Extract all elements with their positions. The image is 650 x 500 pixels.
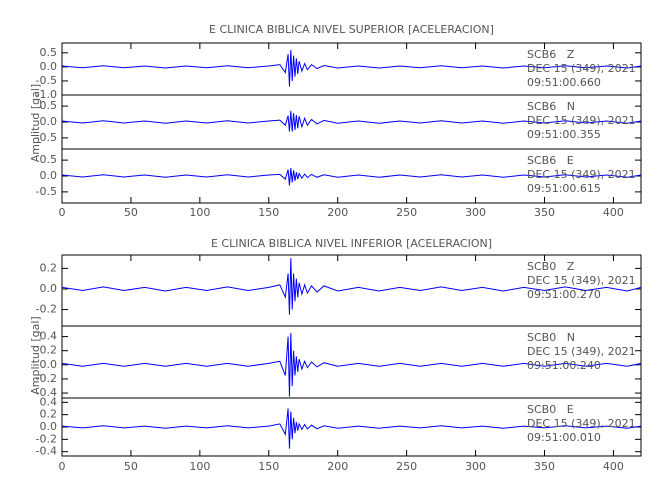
x-tick-label: 50: [124, 206, 138, 219]
record-date: DEC 15 (349), 2021: [527, 62, 636, 75]
y-tick-label: 0.5: [40, 153, 58, 166]
y-tick-label: 0.0: [40, 420, 58, 433]
x-tick-label: 100: [189, 460, 210, 473]
y-axis-label: Amplitud [gal]: [29, 84, 42, 162]
x-tick-label: 100: [189, 206, 210, 219]
y-tick-label: 0.5: [40, 46, 58, 59]
record-time: 09:51:00.355: [527, 128, 601, 141]
y-tick-label: 0.0: [40, 169, 58, 182]
y-tick-label: 0.2: [40, 408, 58, 421]
station-name: SCB0 Z: [527, 260, 575, 273]
x-tick-label: 250: [396, 206, 417, 219]
station-name: SCB6 E: [527, 154, 574, 167]
y-tick-label: 0.0: [40, 115, 58, 128]
y-axis-label: Amplitud [gal]: [29, 316, 42, 394]
x-tick-label: 300: [465, 460, 486, 473]
x-tick-label: 400: [603, 206, 624, 219]
record-date: DEC 15 (349), 2021: [527, 345, 636, 358]
y-tick-label: -0.5: [36, 74, 57, 87]
record-time: 09:51:00.010: [527, 431, 601, 444]
waveform: [61, 408, 642, 449]
y-tick-label: 0.4: [40, 330, 58, 343]
x-tick-label: 0: [59, 460, 66, 473]
waveform: [61, 50, 642, 87]
y-tick-label: -0.5: [36, 185, 57, 198]
station-name: SCB0 E: [527, 403, 574, 416]
x-tick-label: 400: [603, 460, 624, 473]
x-tick-label: 200: [327, 206, 348, 219]
waveform: [61, 168, 642, 186]
x-tick-label: 200: [327, 460, 348, 473]
chart-title: E CLINICA BIBLICA NIVEL SUPERIOR [ACELER…: [209, 23, 494, 36]
x-tick-label: 350: [534, 206, 555, 219]
waveform: [61, 333, 642, 397]
record-time: 09:51:00.240: [527, 359, 601, 372]
x-tick-label: 150: [258, 206, 279, 219]
record-date: DEC 15 (349), 2021: [527, 168, 636, 181]
record-date: DEC 15 (349), 2021: [527, 274, 636, 287]
x-tick-label: 0: [59, 206, 66, 219]
y-tick-label: -0.2: [36, 372, 57, 385]
y-tick-label: -0.4: [36, 386, 57, 399]
y-tick-label: -0.4: [36, 445, 57, 458]
x-tick-label: 250: [396, 460, 417, 473]
station-name: SCB6 Z: [527, 48, 575, 61]
waveform: [61, 110, 642, 132]
record-time: 09:51:00.615: [527, 182, 601, 195]
y-tick-label: 0.4: [40, 395, 58, 408]
y-tick-label: -0.2: [36, 303, 57, 316]
station-name: SCB6 N: [527, 100, 575, 113]
y-tick-label: 0.2: [40, 261, 58, 274]
y-tick-label: 0.0: [40, 282, 58, 295]
x-tick-label: 300: [465, 206, 486, 219]
y-tick-label: -0.2: [36, 432, 57, 445]
y-tick-label: 0.5: [40, 99, 58, 112]
x-tick-label: 150: [258, 460, 279, 473]
x-tick-label: 350: [534, 460, 555, 473]
record-time: 09:51:00.270: [527, 288, 601, 301]
y-tick-label: 0.2: [40, 344, 58, 357]
y-tick-label: 0.0: [40, 60, 58, 73]
waveform: [61, 258, 642, 315]
y-tick-label: -1.0: [36, 88, 57, 101]
record-date: DEC 15 (349), 2021: [527, 114, 636, 127]
record-time: 09:51:00.660: [527, 76, 601, 89]
y-tick-label: 0.0: [40, 358, 58, 371]
chart-title: E CLINICA BIBLICA NIVEL INFERIOR [ACELER…: [211, 237, 492, 250]
y-tick-label: -0.5: [36, 131, 57, 144]
record-date: DEC 15 (349), 2021: [527, 417, 636, 430]
station-name: SCB0 N: [527, 331, 575, 344]
x-tick-label: 50: [124, 460, 138, 473]
